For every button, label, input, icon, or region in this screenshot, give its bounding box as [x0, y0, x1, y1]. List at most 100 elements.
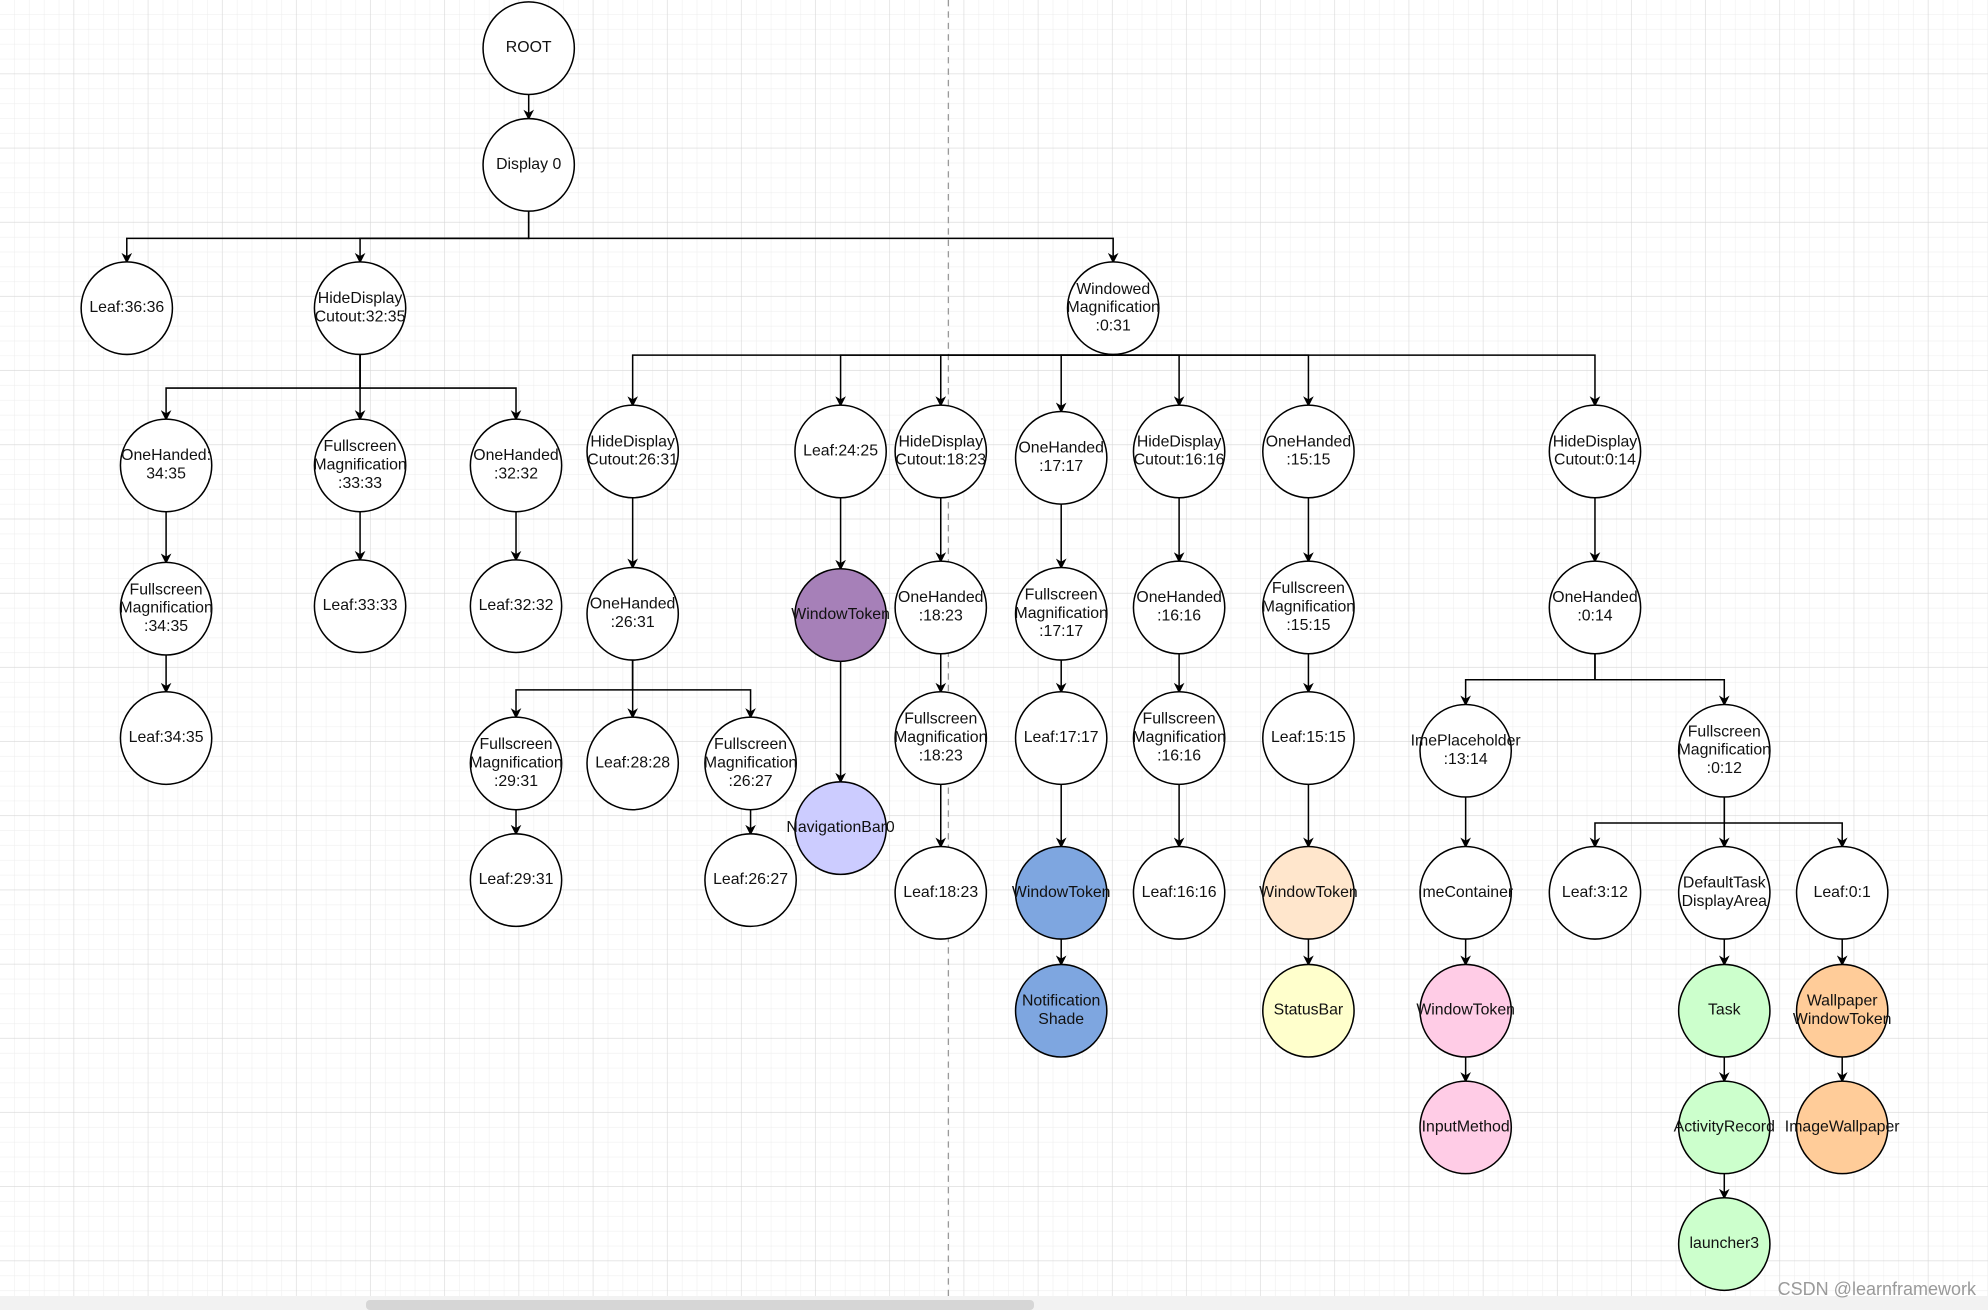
node-circle[interactable] [1419, 845, 1513, 940]
node-wtime[interactable]: WindowToken [1416, 963, 1515, 1058]
node-notifshade[interactable]: Notification Shade [1014, 963, 1108, 1058]
node-leaf1823[interactable]: Leaf:18:23 [894, 845, 988, 940]
node-circle[interactable] [704, 716, 797, 811]
node-fm2627[interactable]: Fullscreen Magnification:26:27 [704, 716, 797, 811]
node-leaf3333[interactable]: Leaf:33:33 [313, 559, 407, 654]
node-oh2631[interactable]: OneHanded:26:31 [586, 566, 680, 661]
node-circle[interactable] [469, 833, 563, 928]
node-circle[interactable] [1677, 703, 1771, 798]
node-fm1515[interactable]: Fullscreen Magnification:15:15 [1262, 560, 1355, 655]
node-launcher3[interactable]: launcher3 [1677, 1197, 1771, 1292]
node-circle[interactable] [1262, 560, 1355, 655]
node-circle[interactable] [1014, 963, 1108, 1058]
node-hdc2631[interactable]: HideDisplay Cutout:26:31 [586, 404, 680, 499]
node-circle[interactable] [1132, 691, 1226, 786]
node-circle[interactable] [1132, 560, 1226, 655]
node-fm3435[interactable]: Fullscreen Magnification:34:35 [119, 561, 213, 656]
node-circle[interactable] [1677, 1080, 1771, 1175]
node-circle[interactable] [1548, 404, 1642, 499]
node-circle[interactable] [313, 559, 407, 654]
node-statusbar[interactable]: StatusBar [1262, 963, 1355, 1058]
node-circle[interactable] [119, 418, 213, 513]
node-hdc3235[interactable]: HideDisplay Cutout:32:35 [313, 261, 407, 356]
node-circle[interactable] [469, 418, 563, 513]
node-circle[interactable] [586, 404, 680, 499]
node-display0[interactable]: Display 0 [482, 117, 576, 212]
node-oh1823[interactable]: OneHanded:18:23 [894, 560, 988, 655]
node-leaf2627[interactable]: Leaf:26:27 [704, 833, 797, 928]
node-imecontainer[interactable]: ImeContainer [1418, 845, 1514, 940]
node-circle[interactable] [894, 691, 988, 786]
node-oh3435[interactable]: OneHanded: 34:35 [119, 418, 213, 513]
node-circle[interactable] [313, 261, 407, 356]
node-circle[interactable] [1262, 845, 1355, 940]
node-circle[interactable] [1419, 1080, 1513, 1175]
node-circle[interactable] [119, 691, 213, 786]
node-circle[interactable] [1262, 691, 1355, 786]
node-circle[interactable] [586, 716, 680, 811]
node-circle[interactable] [1795, 963, 1889, 1058]
node-leaf01[interactable]: Leaf:0:1 [1795, 845, 1889, 940]
node-fm2931[interactable]: Fullscreen Magnification:29:31 [469, 716, 563, 811]
node-circle[interactable] [586, 566, 680, 661]
node-circle[interactable] [894, 404, 988, 499]
node-circle[interactable] [1419, 703, 1513, 798]
node-wt1717[interactable]: WindowToken [1012, 845, 1111, 940]
node-circle[interactable] [1677, 1197, 1771, 1292]
node-wt2425[interactable]: WindowToken [791, 568, 890, 663]
node-circle[interactable] [1014, 845, 1108, 940]
node-circle[interactable] [894, 560, 988, 655]
node-circle[interactable] [894, 845, 988, 940]
node-circle[interactable] [119, 561, 213, 656]
node-oh3232[interactable]: OneHanded:32:32 [469, 418, 563, 513]
node-fm1823[interactable]: Fullscreen Magnification:18:23 [894, 691, 988, 786]
node-hdc014[interactable]: HideDisplay Cutout:0:14 [1548, 404, 1642, 499]
node-hdc1823[interactable]: HideDisplay Cutout:18:23 [894, 404, 988, 499]
node-circle[interactable] [1014, 410, 1108, 505]
node-circle[interactable] [1066, 261, 1160, 356]
node-leaf1515[interactable]: Leaf:15:15 [1262, 691, 1355, 786]
node-fm1717[interactable]: Fullscreen Magnification:17:17 [1014, 566, 1108, 661]
node-wt1515[interactable]: WindowToken [1259, 845, 1358, 940]
node-leaf1717[interactable]: Leaf:17:17 [1014, 691, 1108, 786]
node-imagewallpaper[interactable]: ImageWallpaper [1785, 1080, 1900, 1175]
node-circle[interactable] [1795, 845, 1889, 940]
node-activityrecord[interactable]: ActivityRecord [1674, 1080, 1775, 1175]
node-dtda[interactable]: DefaultTask DisplayArea [1677, 845, 1771, 940]
horizontal-scrollbar[interactable] [366, 1300, 1034, 1310]
node-circle[interactable] [1132, 404, 1226, 499]
node-circle[interactable] [794, 404, 887, 499]
node-task[interactable]: Task [1677, 963, 1771, 1058]
node-oh014[interactable]: OneHanded:0:14 [1548, 560, 1642, 655]
node-oh1515[interactable]: OneHanded:15:15 [1262, 404, 1355, 499]
node-circle[interactable] [704, 833, 797, 928]
node-circle[interactable] [1262, 963, 1355, 1058]
node-circle[interactable] [1014, 691, 1108, 786]
node-root[interactable]: ROOT [482, 1, 576, 96]
node-circle[interactable] [482, 117, 576, 212]
node-leaf3636[interactable]: Leaf:36:36 [80, 261, 174, 356]
node-leaf3435[interactable]: Leaf:34:35 [119, 691, 213, 786]
node-circle[interactable] [469, 716, 563, 811]
node-circle[interactable] [1419, 963, 1513, 1058]
node-oh1717[interactable]: OneHanded:17:17 [1014, 410, 1108, 505]
node-fm012[interactable]: Fullscreen Magnification:0:12 [1677, 703, 1771, 798]
node-circle[interactable] [482, 1, 576, 96]
node-leaf312[interactable]: Leaf:3:12 [1548, 845, 1642, 940]
node-circle[interactable] [80, 261, 174, 356]
node-hdc1616[interactable]: HideDisplay Cutout:16:16 [1132, 404, 1226, 499]
node-wallpaperwt[interactable]: Wallpaper WindowToken [1793, 963, 1892, 1058]
node-imeph[interactable]: ImePlaceholder:13:14 [1411, 703, 1522, 798]
node-circle[interactable] [794, 568, 887, 663]
node-circle[interactable] [794, 781, 887, 876]
node-wm031[interactable]: Windowed Magnification:0:31 [1066, 261, 1160, 356]
node-circle[interactable] [1795, 1080, 1889, 1175]
node-circle[interactable] [1677, 963, 1771, 1058]
node-leaf3232[interactable]: Leaf:32:32 [469, 559, 563, 654]
node-circle[interactable] [1262, 404, 1355, 499]
node-leaf2425[interactable]: Leaf:24:25 [794, 404, 887, 499]
node-circle[interactable] [1548, 560, 1642, 655]
node-leaf2828[interactable]: Leaf:28:28 [586, 716, 680, 811]
node-circle[interactable] [1014, 566, 1108, 661]
node-fm1616[interactable]: Fullscreen Magnification:16:16 [1132, 691, 1226, 786]
